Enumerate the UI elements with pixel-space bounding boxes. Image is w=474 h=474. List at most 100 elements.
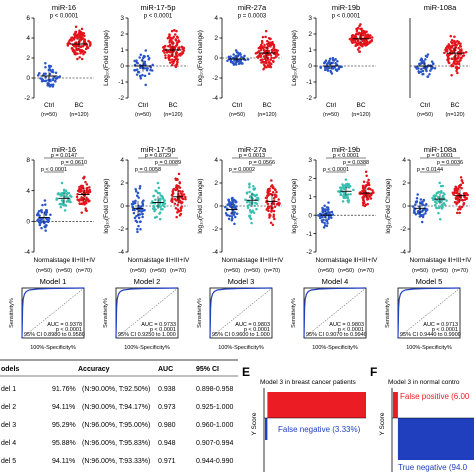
series-stage-i	[431, 181, 448, 221]
data-point	[329, 69, 332, 73]
category-label: BC	[168, 102, 177, 109]
data-point	[254, 52, 258, 55]
data-point	[435, 206, 438, 210]
data-point	[141, 212, 144, 216]
data-point	[424, 212, 427, 215]
data-point	[323, 224, 327, 227]
y-tick-label: 2	[26, 55, 30, 62]
data-point	[67, 198, 70, 201]
y-tick-label: 1	[308, 194, 312, 201]
category-label: Normal	[34, 257, 56, 264]
data-point	[455, 211, 459, 215]
data-point	[174, 177, 177, 180]
data-point	[411, 205, 415, 208]
data-point	[366, 193, 369, 196]
dot-panel-3: miR-27a Log₁₀(Fold change) -4 -2 0 2 4 Ctrl (n=5…	[197, 3, 282, 118]
data-point	[76, 48, 80, 51]
table-cell-model: del 3	[1, 422, 16, 429]
data-point	[414, 203, 417, 206]
data-point	[266, 202, 270, 206]
data-point	[250, 211, 253, 214]
data-point	[447, 45, 451, 48]
p-value: p < 0.0001	[333, 153, 359, 159]
n-label: (n=50)	[318, 268, 334, 274]
data-point	[178, 209, 181, 213]
y-tick-label: -2	[212, 75, 218, 82]
y-tick-label: 0	[26, 219, 30, 226]
data-point	[368, 41, 372, 44]
roc-y-label: Sensitivity%	[103, 298, 109, 328]
data-point	[76, 57, 79, 61]
data-point	[323, 60, 327, 64]
p-value: p = 0.0388	[343, 160, 369, 166]
data-point	[422, 198, 426, 202]
data-point	[86, 46, 89, 49]
data-point	[346, 199, 349, 203]
data-point	[175, 62, 179, 66]
data-point	[352, 188, 355, 192]
waterfall-plots: E Model 3 in breast cancer patients Y Scor…	[242, 365, 474, 472]
category-label: stage I	[54, 257, 74, 264]
roc-curve	[303, 287, 367, 339]
y-tick-label: -4	[118, 249, 124, 256]
data-point	[325, 206, 329, 209]
data-point	[40, 208, 43, 212]
data-point	[81, 33, 84, 37]
series-ctrl	[319, 56, 343, 75]
n-label: (n=50)	[150, 268, 166, 274]
data-point	[438, 181, 441, 185]
dot-panel-4: miR-19b Log₁₀(Fold change) -2 -1 0 1 2 3 Ctrl (n=…	[291, 3, 376, 118]
table-cell-accuracy: 91.76%	[52, 386, 76, 393]
data-point	[181, 197, 184, 200]
category-label: Ctrl	[138, 102, 149, 109]
data-point	[361, 184, 365, 188]
data-point	[38, 72, 41, 75]
data-point	[134, 187, 137, 191]
data-point	[460, 179, 464, 182]
p-value: p < 0.0001	[323, 167, 349, 173]
data-point	[337, 67, 340, 71]
data-point	[184, 197, 187, 201]
data-point	[264, 29, 268, 33]
data-point	[249, 217, 253, 221]
data-point	[231, 196, 234, 200]
y-tick-label: 0	[214, 203, 218, 210]
data-point	[252, 188, 256, 191]
data-point	[421, 69, 425, 73]
data-point	[331, 56, 335, 60]
data-point	[435, 199, 438, 202]
auc-label: AUC = 0.9803	[329, 322, 364, 328]
table-header: AUC	[158, 366, 173, 373]
data-point	[85, 191, 89, 194]
data-point	[228, 214, 231, 218]
data-point	[48, 72, 52, 76]
data-point	[226, 203, 229, 206]
data-point	[264, 35, 267, 39]
data-point	[142, 199, 145, 202]
p-value: p = 0.0566	[249, 160, 275, 166]
data-point	[168, 45, 172, 48]
data-point	[176, 178, 179, 181]
roc-y-label: Sensitivity%	[291, 298, 297, 328]
data-point	[248, 190, 251, 194]
data-point	[361, 189, 364, 193]
data-point	[74, 44, 78, 47]
data-point	[161, 196, 165, 199]
data-point	[134, 199, 137, 203]
data-point	[168, 33, 171, 37]
data-point	[71, 48, 75, 52]
data-point	[464, 191, 468, 195]
data-point	[446, 48, 449, 52]
data-point	[56, 192, 60, 196]
data-point	[138, 213, 142, 216]
data-point	[232, 213, 236, 216]
data-point	[447, 43, 450, 46]
series-bc	[254, 29, 280, 71]
table-row: del 4 95.88% (N:96.00%, T:95.83%) 0.948 0.90…	[1, 440, 233, 447]
data-point	[236, 54, 239, 57]
series-stage-i	[244, 182, 260, 225]
data-point	[336, 60, 339, 63]
data-point	[367, 181, 370, 185]
data-point	[342, 187, 346, 191]
